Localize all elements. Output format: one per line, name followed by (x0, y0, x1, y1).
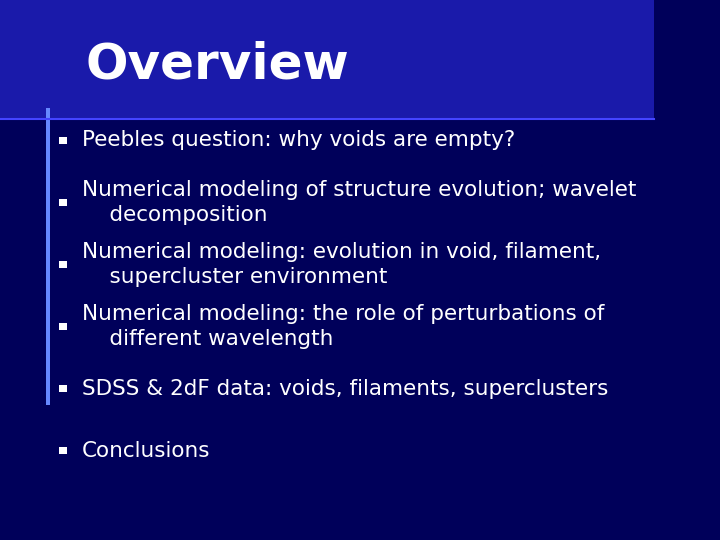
Bar (59, 199, 68, 206)
Text: Numerical modeling of structure evolution; wavelet
    decomposition: Numerical modeling of structure evolutio… (82, 180, 636, 225)
Bar (0, 0, 654, 119)
Text: Numerical modeling: the role of perturbations of
    different wavelength: Numerical modeling: the role of perturba… (82, 305, 604, 349)
Bar (59, 386, 68, 392)
Text: Numerical modeling: evolution in void, filament,
    supercluster environment: Numerical modeling: evolution in void, f… (82, 242, 601, 287)
Text: SDSS & 2dF data: voids, filaments, superclusters: SDSS & 2dF data: voids, filaments, super… (82, 379, 608, 399)
Text: Conclusions: Conclusions (82, 441, 210, 461)
Text: Overview: Overview (85, 41, 348, 89)
Bar (59, 137, 68, 144)
Text: Peebles question: why voids are empty?: Peebles question: why voids are empty? (82, 130, 515, 151)
Bar (46, 108, 50, 405)
Bar (59, 261, 68, 268)
Bar (59, 447, 68, 455)
Bar (59, 323, 68, 330)
